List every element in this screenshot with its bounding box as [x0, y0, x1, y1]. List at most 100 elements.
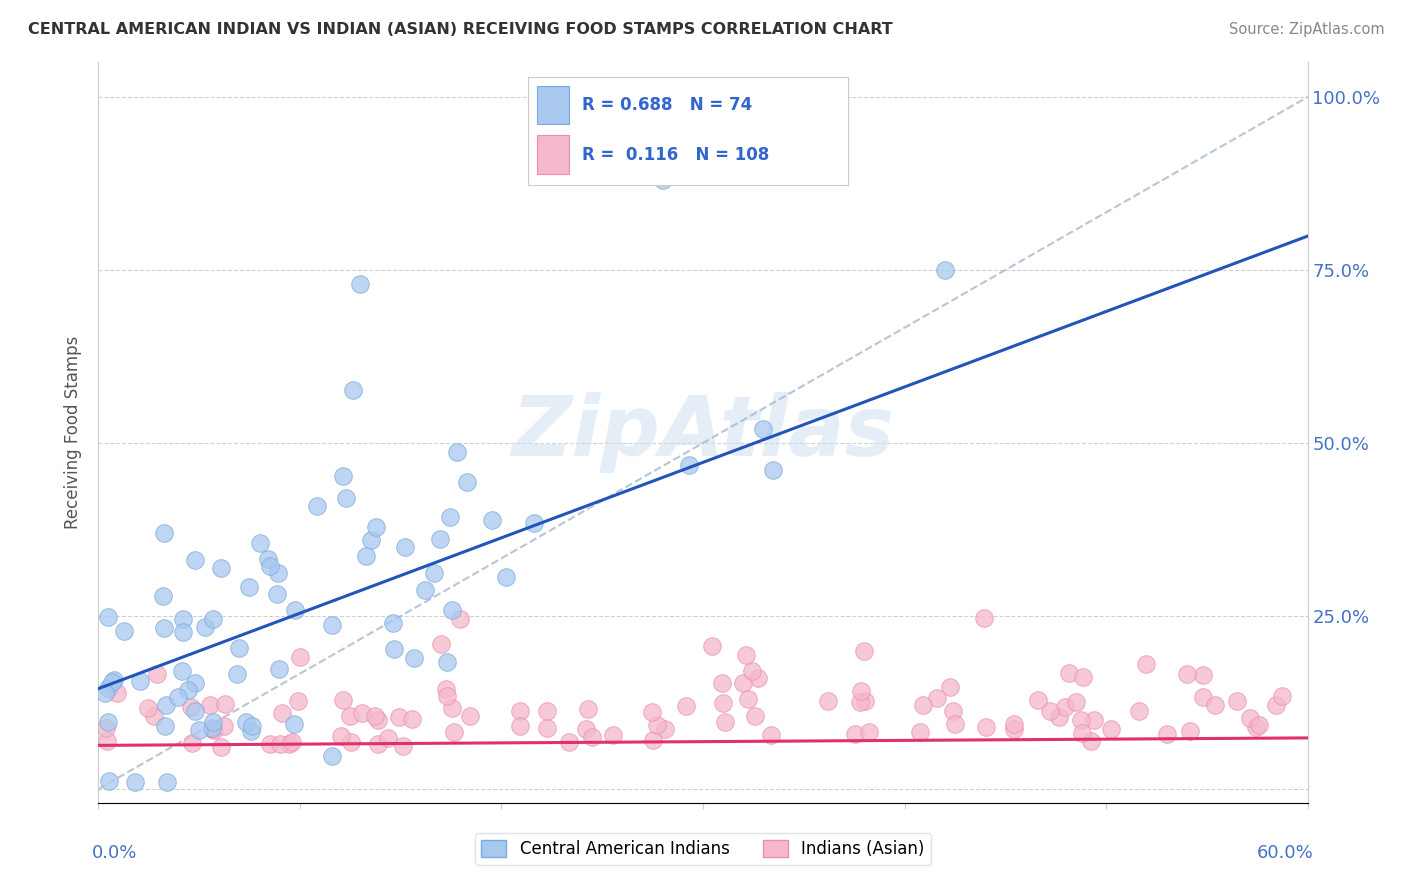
Point	[711, 696, 734, 710]
Point	[942, 704, 965, 718]
Point	[277, 737, 299, 751]
Point	[339, 735, 361, 749]
Point	[858, 725, 880, 739]
Point	[284, 603, 307, 617]
Point	[651, 173, 673, 187]
Point	[200, 722, 222, 736]
Point	[381, 616, 404, 631]
Point	[97, 609, 120, 624]
Point	[155, 698, 177, 712]
Point	[94, 686, 117, 700]
Point	[1099, 723, 1122, 737]
Point	[939, 681, 962, 695]
Point	[332, 693, 354, 707]
Point	[257, 552, 280, 566]
Point	[702, 639, 724, 653]
Point	[240, 719, 263, 733]
Point	[103, 673, 125, 688]
Point	[976, 720, 998, 734]
Point	[737, 692, 759, 706]
Point	[1192, 690, 1215, 705]
Point	[180, 700, 202, 714]
Point	[259, 559, 281, 574]
Point	[1249, 718, 1271, 732]
Point	[266, 587, 288, 601]
Text: 60.0%: 60.0%	[1257, 844, 1313, 862]
Point	[441, 701, 464, 715]
Point	[201, 721, 224, 735]
Point	[912, 698, 935, 712]
Point	[97, 715, 120, 730]
Point	[1156, 727, 1178, 741]
Point	[156, 775, 179, 789]
Legend: Central American Indians, Indians (Asian): Central American Indians, Indians (Asian…	[475, 833, 931, 865]
Point	[436, 655, 458, 669]
Point	[172, 624, 194, 639]
Point	[392, 739, 415, 754]
Point	[394, 541, 416, 555]
Point	[184, 704, 207, 718]
Point	[1057, 665, 1080, 680]
Point	[678, 458, 700, 472]
Point	[1054, 699, 1077, 714]
Point	[96, 734, 118, 748]
Point	[853, 643, 876, 657]
Point	[495, 570, 517, 584]
Point	[925, 690, 948, 705]
Point	[321, 618, 343, 632]
Point	[731, 676, 754, 690]
Point	[713, 715, 735, 730]
Point	[305, 499, 328, 513]
Point	[401, 712, 423, 726]
Point	[367, 737, 389, 751]
Point	[817, 694, 839, 708]
Point	[153, 718, 176, 732]
Point	[848, 695, 870, 709]
Point	[581, 730, 603, 744]
Point	[1246, 720, 1268, 734]
Point	[446, 445, 468, 459]
Point	[744, 709, 766, 723]
Point	[152, 589, 174, 603]
Point	[1066, 696, 1088, 710]
Point	[759, 728, 782, 742]
Point	[382, 641, 405, 656]
Point	[145, 666, 167, 681]
Point	[271, 706, 294, 720]
Point	[853, 693, 876, 707]
Point	[1071, 670, 1094, 684]
Point	[481, 513, 503, 527]
Point	[557, 735, 579, 749]
Point	[1002, 717, 1025, 731]
Point	[97, 774, 120, 789]
Point	[209, 740, 232, 755]
Point	[641, 705, 664, 719]
Point	[349, 277, 371, 291]
Point	[645, 718, 668, 732]
Point	[377, 731, 399, 746]
Point	[1271, 689, 1294, 703]
Point	[1083, 714, 1105, 728]
Point	[129, 674, 152, 689]
Point	[228, 641, 250, 656]
Point	[908, 724, 931, 739]
Point	[1080, 733, 1102, 747]
Point	[105, 686, 128, 700]
Point	[267, 566, 290, 580]
Point	[602, 728, 624, 742]
Point	[97, 681, 120, 695]
Point	[1047, 710, 1070, 724]
Point	[183, 676, 205, 690]
Point	[1239, 711, 1261, 725]
Point	[212, 718, 235, 732]
Point	[449, 612, 471, 626]
Point	[184, 552, 207, 566]
Point	[762, 463, 785, 477]
Point	[287, 693, 309, 707]
Point	[851, 684, 873, 698]
Point	[360, 533, 382, 547]
Point	[439, 509, 461, 524]
Point	[943, 716, 966, 731]
Point	[198, 698, 221, 712]
Text: Source: ZipAtlas.com: Source: ZipAtlas.com	[1229, 22, 1385, 37]
